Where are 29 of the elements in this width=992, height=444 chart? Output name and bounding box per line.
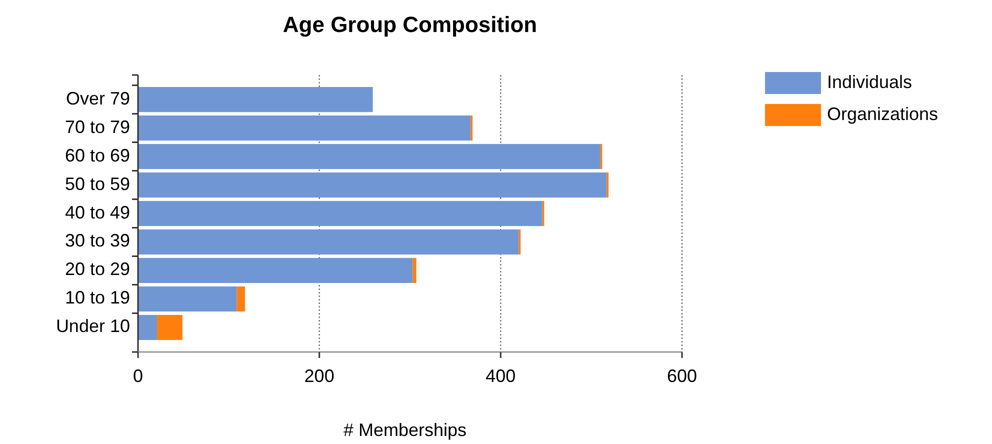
- bar: [138, 286, 237, 312]
- bar: [236, 286, 245, 312]
- bar: [138, 172, 607, 198]
- bar: [157, 314, 182, 340]
- x-tick-label: 600: [666, 366, 698, 386]
- bar: [138, 200, 542, 226]
- bar: [138, 87, 373, 112]
- x-tick-label: 0: [132, 366, 144, 386]
- bar: [138, 258, 413, 284]
- x-axis-title: # Memberships: [343, 420, 467, 440]
- y-tick-label: 50 to 59: [64, 174, 130, 194]
- bar: [138, 144, 600, 170]
- y-tick-label: Under 10: [56, 316, 130, 336]
- y-tick-label: Over 79: [66, 88, 130, 108]
- bar: [412, 258, 416, 284]
- y-tick-label: 40 to 49: [64, 202, 130, 222]
- y-tick-label: 70 to 79: [64, 116, 130, 137]
- y-tick-label: 30 to 39: [64, 230, 130, 251]
- legend-label: Individuals: [827, 72, 912, 92]
- x-tick-label: 200: [304, 366, 334, 386]
- bar: [138, 314, 158, 340]
- bar: [138, 229, 519, 255]
- bar: [138, 115, 471, 141]
- chart-title: Age Group Composition: [282, 12, 538, 37]
- x-tick-label: 400: [486, 366, 516, 386]
- y-tick-label: 10 to 19: [64, 288, 130, 308]
- legend-label: Organizations: [827, 104, 938, 124]
- y-tick-label: 60 to 69: [64, 145, 130, 166]
- y-tick-label: 20 to 29: [64, 259, 130, 280]
